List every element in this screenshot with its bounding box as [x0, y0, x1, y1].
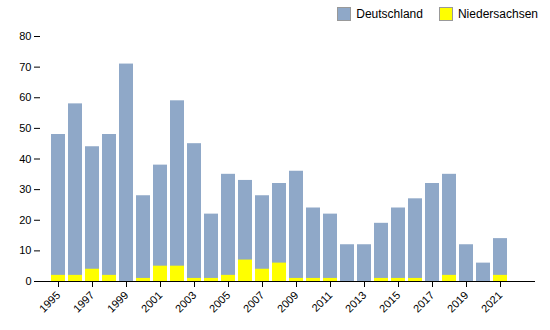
svg-text:1995: 1995	[37, 289, 63, 315]
svg-text:2011: 2011	[309, 289, 334, 314]
svg-text:2013: 2013	[343, 289, 369, 315]
svg-text:2009: 2009	[275, 289, 301, 315]
svg-text:40: 40	[19, 153, 31, 165]
svg-text:2003: 2003	[173, 289, 199, 315]
svg-text:20: 20	[19, 214, 31, 226]
svg-text:1999: 1999	[105, 289, 131, 315]
svg-text:2015: 2015	[377, 289, 403, 315]
svg-text:2001: 2001	[139, 289, 165, 315]
svg-text:2021: 2021	[479, 289, 505, 315]
svg-text:80: 80	[19, 30, 31, 42]
svg-text:0: 0	[25, 275, 31, 287]
svg-text:2017: 2017	[411, 289, 437, 315]
svg-text:70: 70	[19, 61, 31, 73]
svg-text:30: 30	[19, 183, 31, 195]
svg-text:2019: 2019	[445, 289, 471, 315]
svg-text:1997: 1997	[71, 289, 97, 315]
svg-text:2007: 2007	[241, 289, 267, 315]
svg-text:60: 60	[19, 91, 31, 103]
html-text:Deutschland: Deutschland	[356, 7, 423, 21]
svg-text:50: 50	[19, 122, 31, 134]
svg-text:10: 10	[19, 244, 31, 256]
html-text:Niedersachsen: Niedersachsen	[458, 7, 538, 21]
svg-text:2005: 2005	[207, 289, 233, 315]
